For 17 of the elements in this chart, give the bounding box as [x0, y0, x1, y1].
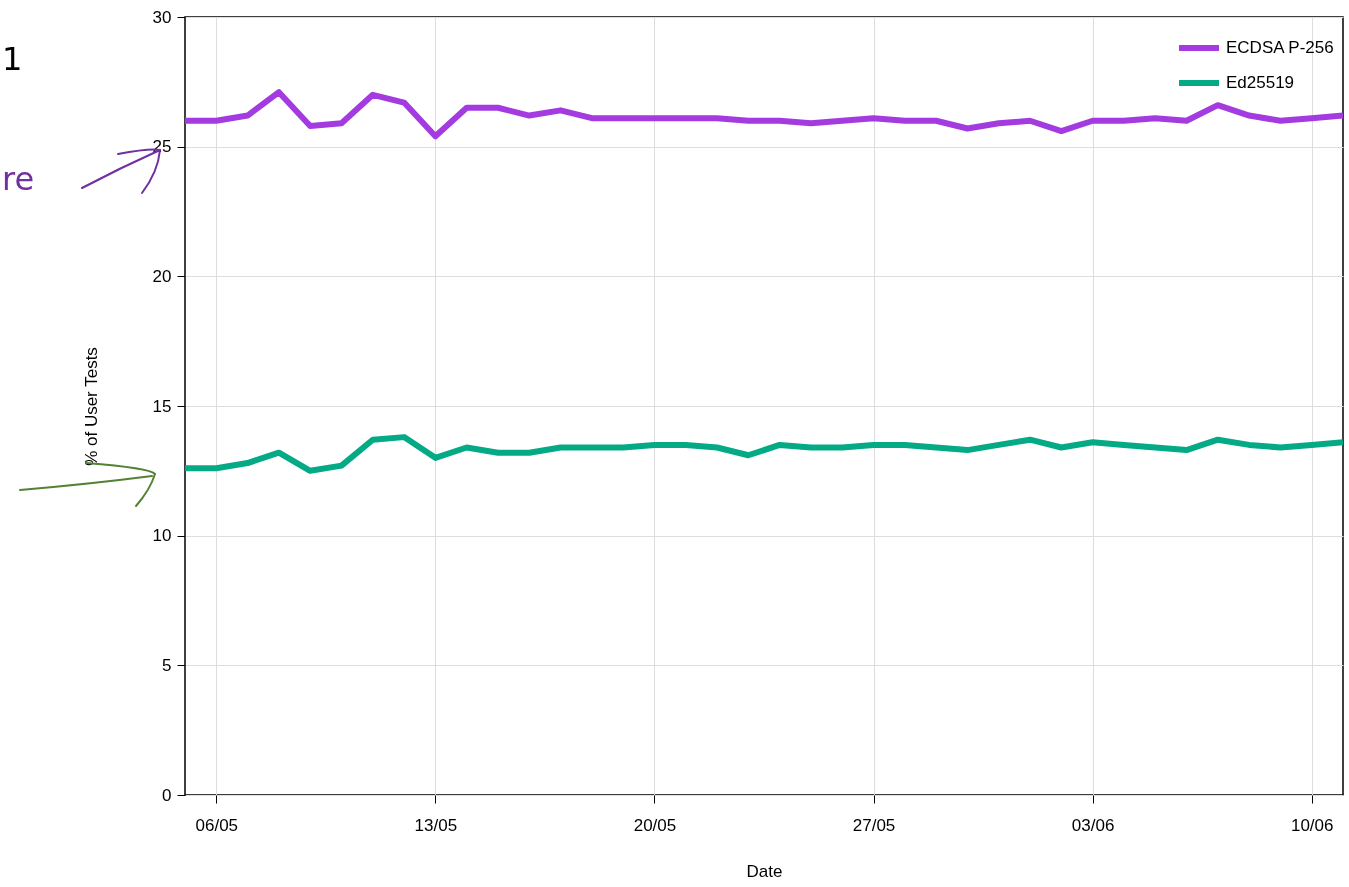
x-tick-label: 13/05	[414, 815, 458, 835]
y-tick-label: 30	[152, 7, 172, 27]
x-tick-label: 27/05	[852, 815, 896, 835]
text: re	[2, 160, 35, 198]
x-tick-label: 06/05	[195, 815, 239, 835]
y-tick-label: 0	[162, 785, 172, 805]
text: 1	[2, 40, 23, 78]
y-tick-label: 15	[152, 396, 172, 416]
x-tick-label: 20/05	[633, 815, 677, 835]
x-tick-label: 03/06	[1071, 815, 1115, 835]
x-tick-label: 10/06	[1290, 815, 1334, 835]
y-tick-label: 5	[162, 655, 172, 675]
legend-label: ECDSA P-256	[1226, 38, 1334, 57]
legend-label: Ed25519	[1226, 73, 1295, 92]
x-axis-title: Date	[746, 861, 783, 881]
y-tick-label: 20	[152, 266, 172, 286]
y-tick-label: 10	[152, 526, 172, 546]
